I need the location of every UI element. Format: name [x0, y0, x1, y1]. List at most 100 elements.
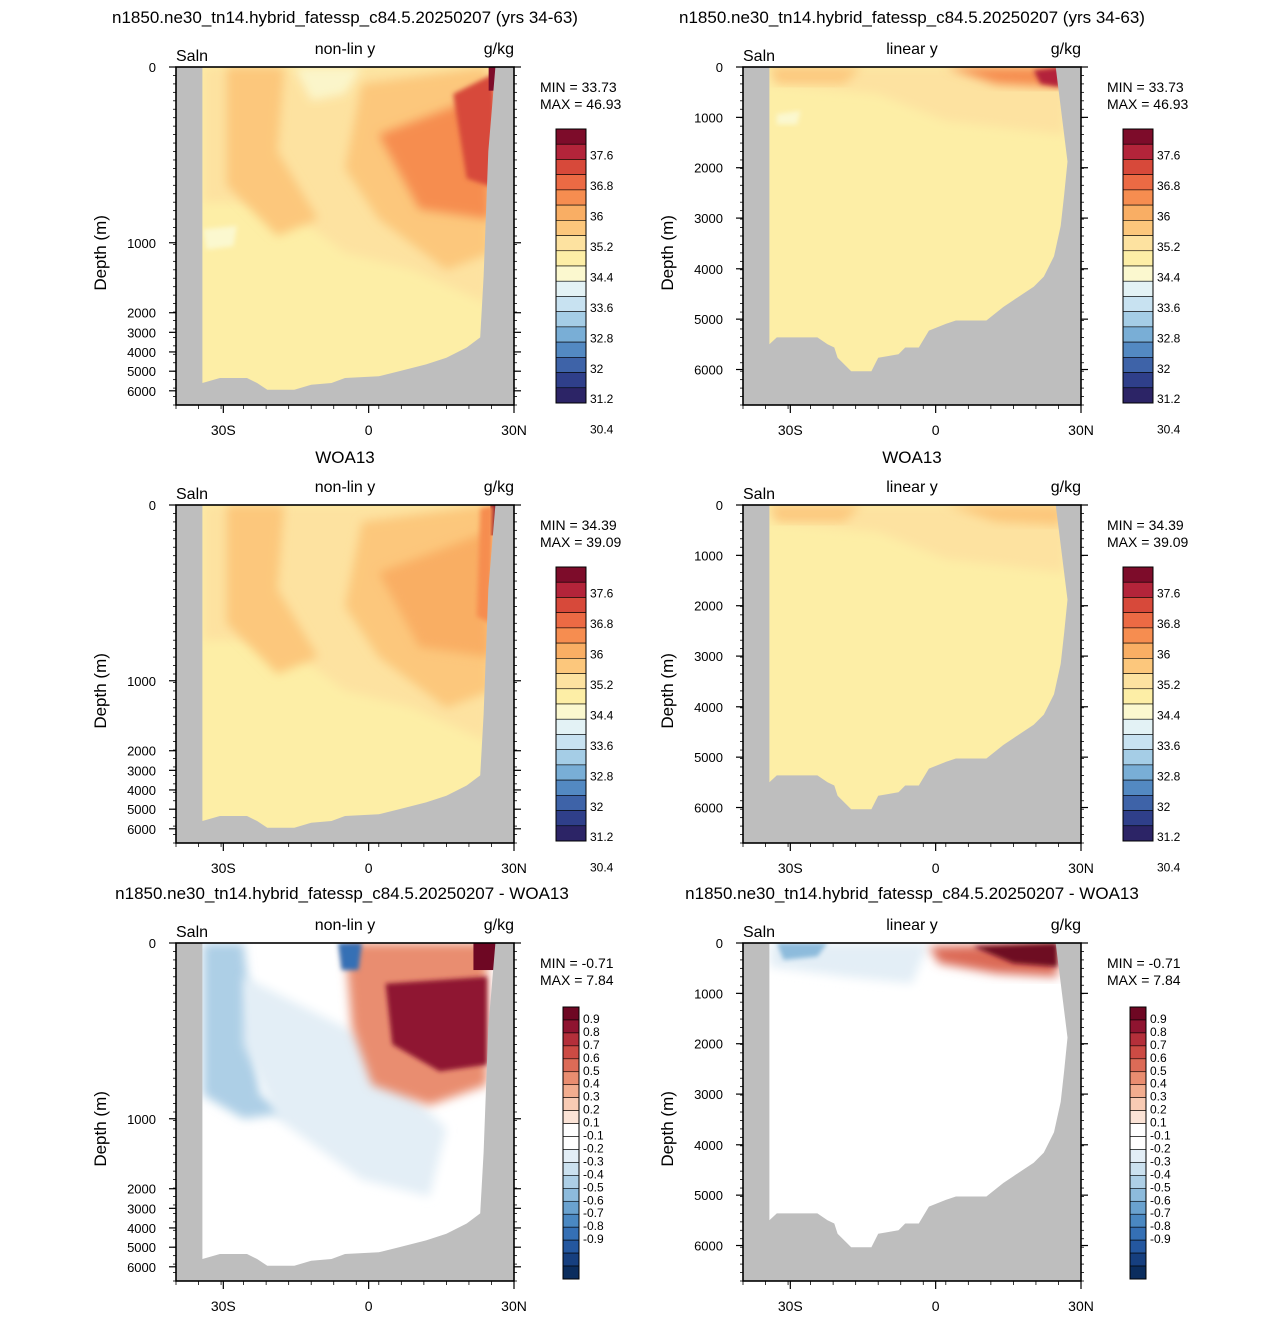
scale-label: non-lin y	[315, 917, 375, 934]
colorbar-cell	[1129, 1097, 1147, 1111]
colorbar-cell	[555, 597, 587, 613]
units-label: g/kg	[1051, 917, 1081, 934]
colorbar-cell	[555, 265, 587, 282]
diff-neg-patch	[338, 943, 362, 970]
colorbar-label: 0.9	[583, 1012, 600, 1026]
units-label: g/kg	[1051, 479, 1081, 496]
colorbar-cell	[562, 1084, 580, 1098]
colorbar-cell	[1122, 296, 1154, 312]
colorbar-label: 37.6	[590, 149, 614, 163]
units-label: g/kg	[1051, 41, 1081, 58]
colorbar-label: 37.6	[1157, 587, 1181, 601]
colorbar-label: 36.8	[590, 179, 614, 193]
y-tick-label: 3000	[127, 325, 156, 340]
colorbar-cell	[1129, 1110, 1147, 1124]
colorbar-cell	[562, 1006, 580, 1021]
colorbar-label: 0.3	[583, 1090, 600, 1104]
colorbar-label: 33.6	[590, 301, 614, 315]
units-label: g/kg	[484, 479, 514, 496]
units-label: g/kg	[484, 41, 514, 58]
y-tick-label: 4000	[127, 783, 156, 798]
colorbar-cell	[1122, 718, 1154, 735]
y-tick-label: 2000	[127, 744, 156, 759]
colorbar-label: 34.4	[590, 270, 614, 284]
row-title-obs-left: WOA13	[315, 448, 375, 467]
colorbar-label: -0.1	[1150, 1129, 1171, 1143]
colorbar-label: 31.2	[1157, 392, 1181, 406]
y-tick-label: 2000	[694, 599, 723, 614]
colorbar-cell	[562, 1200, 580, 1215]
x-tick-label: 0	[365, 1298, 373, 1314]
colorbar-cell	[1129, 1252, 1147, 1267]
colorbar-cell	[1122, 566, 1154, 583]
y-tick-label: 5000	[127, 802, 156, 817]
colorbar-cell	[555, 174, 587, 191]
colorbar-cell	[1129, 1149, 1147, 1163]
colorbar-cell	[562, 1226, 580, 1241]
colorbar-cell	[1122, 688, 1154, 705]
colorbar-cell	[555, 734, 587, 750]
panel-diff-nonlin: Saln non-lin y g/kg 0 1000 2000 3000 4000 5000 60…	[91, 917, 614, 1314]
colorbar-cell	[555, 204, 587, 221]
colorbar-cell	[562, 1097, 580, 1111]
colorbar-cell	[1129, 1136, 1147, 1150]
colorbar-frame	[1122, 128, 1154, 404]
layer-core	[945, 505, 1065, 526]
y-axis-label: Depth (m)	[91, 653, 110, 729]
colorbar-cell	[1122, 642, 1154, 659]
plot-area	[743, 505, 1081, 843]
colorbar-label: 36.8	[590, 617, 614, 631]
bathymetry-land	[176, 67, 514, 405]
colorbar-cell	[555, 159, 587, 175]
colorbar-cell	[1122, 764, 1154, 781]
colorbar-cell	[1122, 734, 1154, 750]
colorbar-label: 37.6	[590, 587, 614, 601]
diff-neg-wide	[243, 976, 447, 1197]
colorbar-cell	[1122, 280, 1154, 297]
y-tick-label: 5000	[127, 1240, 156, 1255]
y-tick-label: 4000	[694, 700, 723, 715]
plot-area	[176, 943, 514, 1281]
colorbar-cell	[1129, 1006, 1147, 1021]
colorbar-cell	[1129, 1071, 1147, 1086]
y-tick-label: 6000	[127, 384, 156, 399]
colorbar-label: -0.8	[583, 1219, 604, 1233]
colorbar-cell	[555, 673, 587, 690]
colorbar-label: -0.4	[1150, 1167, 1171, 1181]
colorbar-cell	[1122, 143, 1154, 160]
panel-diff-linear: Saln linear y g/kg 0 1000 2000 3000 4000 5000 600…	[658, 917, 1181, 1314]
min-label: MIN = -0.71	[540, 955, 614, 971]
y-tick-label: 6000	[127, 1260, 156, 1275]
y-tick-label: 1000	[127, 674, 156, 689]
colorbar-cell	[555, 658, 587, 674]
colorbar-cell	[1122, 779, 1154, 796]
colorbar-cell	[555, 311, 587, 328]
colorbar-label: -0.5	[583, 1180, 604, 1194]
colorbar-cell	[555, 357, 587, 373]
y-tick-label: 3000	[127, 763, 156, 778]
colorbar-label: 36.8	[1157, 617, 1181, 631]
colorbar-label: 36.8	[1157, 179, 1181, 193]
colorbar-label: 35.2	[1157, 678, 1181, 692]
colorbar-label: 32	[1157, 800, 1171, 814]
y-tick-label: 0	[716, 60, 723, 75]
y-tick-label: 1000	[127, 236, 156, 251]
colorbar-cell	[555, 280, 587, 297]
y-tick-label: 0	[149, 498, 156, 513]
colorbar-label: -0.9	[583, 1232, 604, 1246]
colorbar-frame	[555, 566, 587, 842]
row-title-model-right: n1850.ne30_tn14.hybrid_fatessp_c84.5.202…	[679, 8, 1145, 27]
colorbar-cell	[562, 1188, 580, 1202]
colorbar-cell	[1129, 1162, 1147, 1176]
y-tick-label: 6000	[694, 1239, 723, 1254]
variable-label: Saln	[743, 48, 775, 65]
variable-label: Saln	[743, 486, 775, 503]
bathymetry-land	[743, 505, 1081, 843]
colorbar-cell	[1129, 1213, 1147, 1228]
scale-label: linear y	[886, 917, 938, 934]
layer-south	[226, 505, 318, 674]
colorbar-cell	[555, 703, 587, 720]
scale-label: non-lin y	[315, 479, 375, 496]
colorbar-label: 0.3	[1150, 1090, 1167, 1104]
colorbar-cell	[1122, 265, 1154, 282]
